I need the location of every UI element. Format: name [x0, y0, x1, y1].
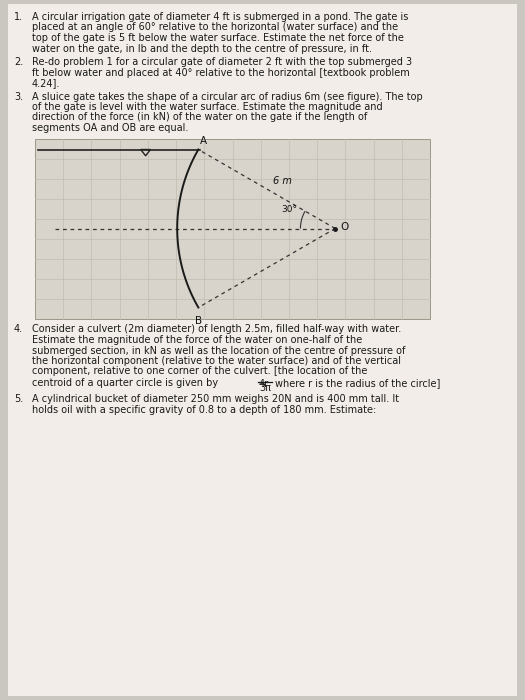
Text: top of the gate is 5 ft below the water surface. Estimate the net force of the: top of the gate is 5 ft below the water … — [32, 33, 404, 43]
Text: A cylindrical bucket of diameter 250 mm weighs 20N and is 400 mm tall. It: A cylindrical bucket of diameter 250 mm … — [32, 395, 399, 405]
Text: direction of the force (in kN) of the water on the gate if the length of: direction of the force (in kN) of the wa… — [32, 113, 368, 122]
Text: 1.: 1. — [14, 12, 23, 22]
Text: 3.: 3. — [14, 92, 23, 102]
Text: 6 m: 6 m — [273, 176, 292, 186]
Text: placed at an angle of 60° relative to the horizontal (water surface) and the: placed at an angle of 60° relative to th… — [32, 22, 398, 32]
Text: O: O — [340, 223, 349, 232]
Text: segments OA and OB are equal.: segments OA and OB are equal. — [32, 123, 188, 133]
Text: 2.: 2. — [14, 57, 23, 67]
Text: of the gate is level with the water surface. Estimate the magnitude and: of the gate is level with the water surf… — [32, 102, 383, 112]
Text: 4r: 4r — [259, 379, 269, 389]
Text: ft below water and placed at 40° relative to the horizontal [textbook problem: ft below water and placed at 40° relativ… — [32, 67, 410, 78]
Text: A: A — [201, 136, 207, 146]
Text: submerged section, in kN as well as the location of the centre of pressure of: submerged section, in kN as well as the … — [32, 346, 405, 356]
Text: the horizontal component (relative to the water surface) and of the vertical: the horizontal component (relative to th… — [32, 356, 401, 366]
Text: Estimate the magnitude of the force of the water on one-half of the: Estimate the magnitude of the force of t… — [32, 335, 362, 345]
Text: 3π: 3π — [259, 384, 271, 393]
Text: water on the gate, in lb and the depth to the centre of pressure, in ft.: water on the gate, in lb and the depth t… — [32, 43, 372, 53]
Text: where r is the radius of the circle]: where r is the radius of the circle] — [275, 378, 440, 388]
Bar — [35, 139, 430, 318]
Text: 30°: 30° — [281, 205, 297, 214]
Text: Re-do problem 1 for a circular gate of diameter 2 ft with the top submerged 3: Re-do problem 1 for a circular gate of d… — [32, 57, 412, 67]
Text: Consider a culvert (2m diameter) of length 2.5m, filled half-way with water.: Consider a culvert (2m diameter) of leng… — [32, 325, 401, 335]
Text: 4.24].: 4.24]. — [32, 78, 60, 88]
Text: 5.: 5. — [14, 395, 23, 405]
Text: holds oil with a specific gravity of 0.8 to a depth of 180 mm. Estimate:: holds oil with a specific gravity of 0.8… — [32, 405, 376, 415]
Text: B: B — [195, 316, 202, 326]
Text: A sluice gate takes the shape of a circular arc of radius 6m (see figure). The t: A sluice gate takes the shape of a circu… — [32, 92, 423, 102]
Text: centroid of a quarter circle is given by: centroid of a quarter circle is given by — [32, 378, 218, 388]
Text: A circular irrigation gate of diameter 4 ft is submerged in a pond. The gate is: A circular irrigation gate of diameter 4… — [32, 12, 408, 22]
Text: component, relative to one corner of the culvert. [the location of the: component, relative to one corner of the… — [32, 367, 368, 377]
Text: 4.: 4. — [14, 325, 23, 335]
